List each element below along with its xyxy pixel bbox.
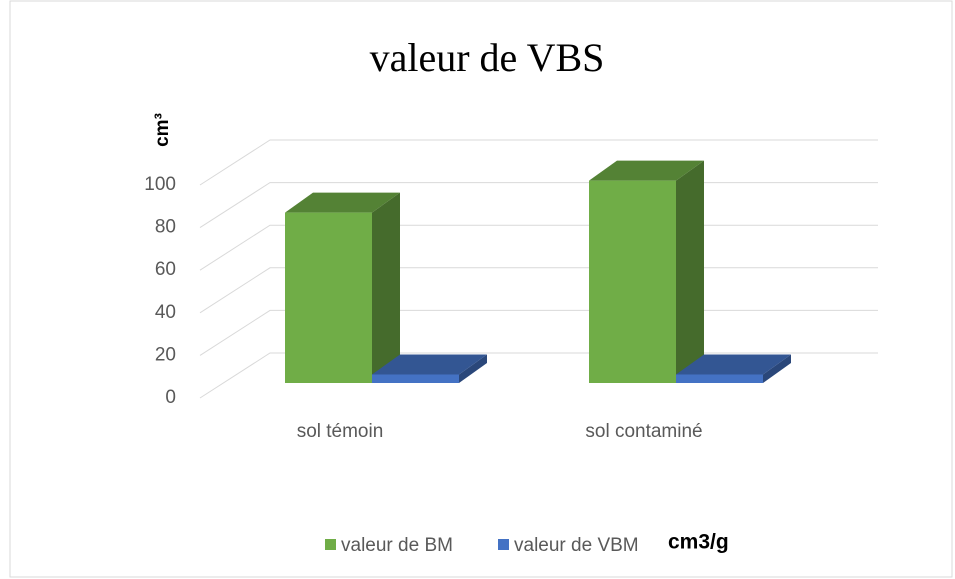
y-axis-label: cm³: [152, 113, 173, 147]
bar-face: [285, 192, 400, 213]
bar-face: [676, 354, 791, 375]
bar-face: [676, 374, 763, 383]
bar-face: [589, 180, 676, 383]
legend-label: valeur de BM: [341, 535, 453, 556]
legend-swatch: [498, 539, 509, 550]
y-tick-label: 20: [155, 344, 176, 365]
y-tick-label: 0: [165, 387, 176, 408]
x-tick-label: sol témoin: [297, 421, 384, 442]
chart-title: valeur de VBS: [370, 35, 605, 80]
bar-face: [763, 354, 791, 383]
y-tick-label: 60: [155, 259, 176, 280]
bar: [372, 354, 487, 383]
chart-border: [9, 0, 953, 578]
bar: [676, 354, 791, 383]
bar-face: [372, 374, 459, 383]
bar-face: [676, 160, 704, 383]
bar-face: [372, 192, 400, 383]
x-tick-label: sol contaminé: [585, 421, 702, 442]
legend-label: valeur de VBM: [514, 535, 639, 556]
y-tick-label: 100: [144, 174, 176, 195]
legend-swatch: [325, 539, 336, 550]
bar-face: [459, 354, 487, 383]
bar-face: [285, 212, 372, 383]
unit-label: cm3/g: [668, 531, 729, 554]
y-tick-label: 40: [155, 302, 176, 323]
bar-face: [589, 160, 704, 181]
bar-face: [372, 354, 487, 375]
grid-line: [199, 139, 878, 186]
y-tick-label: 80: [155, 217, 176, 238]
bar: [285, 192, 400, 383]
bar: [589, 160, 704, 383]
